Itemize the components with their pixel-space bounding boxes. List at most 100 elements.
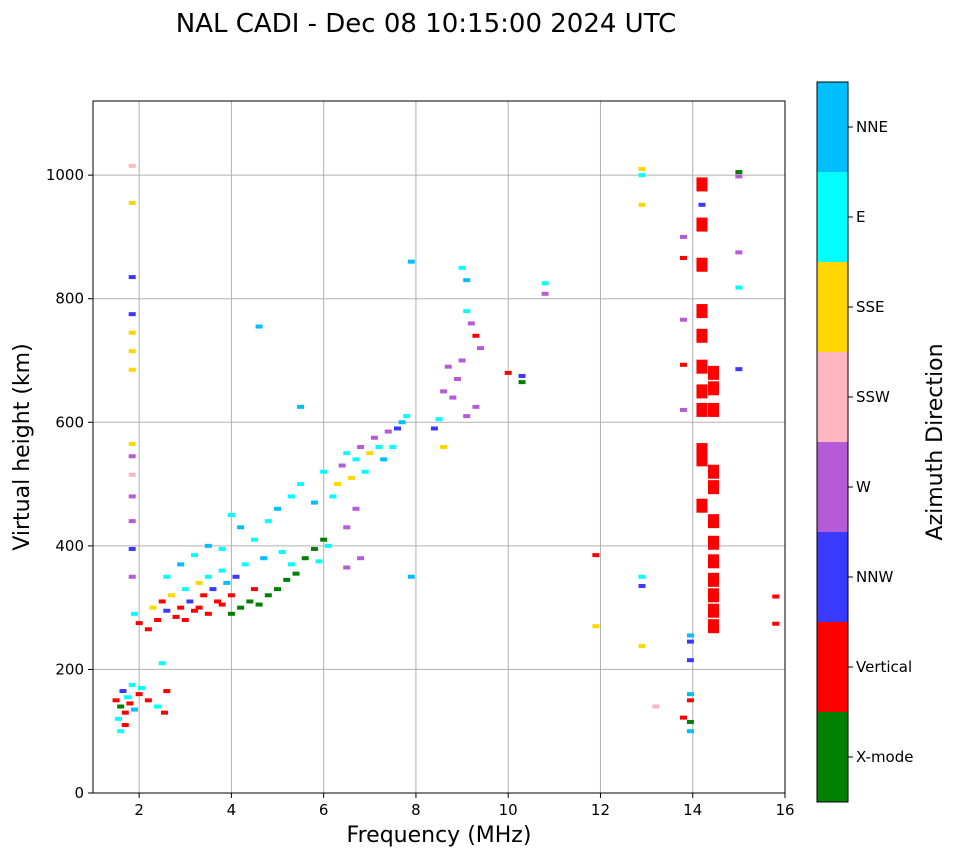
data-point-nne bbox=[407, 259, 415, 264]
data-point-vertical bbox=[154, 618, 162, 622]
data-point-ssw bbox=[128, 163, 136, 168]
data-point-w bbox=[680, 407, 688, 412]
data-point-vertical bbox=[200, 593, 208, 598]
data-point-w bbox=[343, 525, 351, 530]
data-point-sse bbox=[128, 441, 136, 446]
data-point-vertical bbox=[592, 553, 600, 558]
data-point-x-mode bbox=[292, 571, 300, 576]
data-point-nne bbox=[686, 729, 694, 734]
data-point-w bbox=[463, 414, 471, 419]
data-point-vertical bbox=[707, 365, 719, 380]
colorbar-tick-label: E bbox=[856, 208, 865, 226]
data-point-vertical bbox=[707, 381, 719, 396]
data-point-sse bbox=[347, 475, 355, 480]
colorbar-tick-label: SSW bbox=[856, 388, 890, 406]
x-tick-label: 16 bbox=[775, 801, 794, 819]
colorbar-swatch-ssw bbox=[817, 352, 848, 442]
data-point-nnw bbox=[163, 608, 171, 613]
data-point-nne bbox=[463, 278, 471, 283]
data-point-nne bbox=[297, 404, 305, 409]
chart-title: NAL CADI - Dec 08 10:15:00 2024 UTC bbox=[176, 9, 676, 39]
data-point-nnw bbox=[128, 275, 136, 280]
data-point-vertical bbox=[772, 594, 780, 599]
data-point-w bbox=[541, 291, 549, 296]
data-point-e bbox=[315, 559, 323, 564]
data-point-sse bbox=[128, 349, 136, 354]
data-point-e bbox=[250, 537, 258, 542]
data-point-sse bbox=[149, 605, 157, 610]
data-points bbox=[112, 163, 780, 734]
data-point-nne bbox=[310, 500, 318, 505]
data-point-e bbox=[128, 682, 136, 687]
data-point-e bbox=[352, 457, 360, 462]
data-point-x-mode bbox=[320, 537, 328, 542]
data-point-nne bbox=[177, 562, 185, 567]
data-point-e bbox=[190, 553, 198, 558]
data-point-vertical bbox=[135, 692, 143, 697]
data-point-sse bbox=[366, 451, 374, 456]
data-point-e bbox=[117, 729, 125, 734]
data-point-vertical bbox=[177, 605, 185, 610]
data-point-x-mode bbox=[117, 704, 125, 709]
data-point-vertical bbox=[707, 464, 719, 479]
data-point-nne bbox=[131, 707, 139, 712]
data-point-vertical bbox=[144, 698, 152, 703]
data-point-vertical bbox=[696, 257, 708, 272]
data-point-nnw bbox=[686, 658, 694, 663]
data-point-e bbox=[435, 417, 443, 422]
data-point-vertical bbox=[707, 535, 719, 550]
data-point-vertical bbox=[158, 599, 166, 604]
y-axis-label: Virtual height (km) bbox=[10, 343, 35, 550]
data-point-nne bbox=[398, 420, 406, 425]
colorbar: X-mode Vertical NNW W SSW SSE E NNE bbox=[816, 81, 913, 803]
data-point-w bbox=[680, 317, 688, 322]
data-point-e bbox=[137, 685, 145, 690]
colorbar-tick-label: NNE bbox=[856, 118, 888, 136]
data-point-nne bbox=[223, 580, 231, 585]
data-point-x-mode bbox=[227, 611, 235, 616]
x-tick-label: 10 bbox=[499, 801, 518, 819]
data-point-vertical bbox=[218, 602, 226, 607]
data-point-vertical bbox=[696, 328, 708, 343]
data-point-w bbox=[338, 463, 346, 468]
data-point-x-mode bbox=[274, 587, 282, 592]
data-point-sse bbox=[638, 166, 646, 171]
data-point-vertical bbox=[121, 723, 129, 728]
data-point-nnw bbox=[232, 574, 240, 579]
data-point-vertical bbox=[214, 599, 222, 604]
data-point-e bbox=[287, 494, 295, 499]
x-tick-label: 12 bbox=[591, 801, 610, 819]
data-point-sse bbox=[128, 200, 136, 205]
data-point-e bbox=[278, 550, 286, 555]
data-point-nne bbox=[204, 543, 212, 548]
x-tick-label: 2 bbox=[134, 801, 144, 819]
data-point-e bbox=[463, 309, 471, 314]
data-point-vertical bbox=[696, 177, 708, 192]
colorbar-swatch-e bbox=[817, 172, 848, 262]
data-point-x-mode bbox=[518, 380, 526, 385]
data-point-w bbox=[384, 429, 392, 434]
data-point-e bbox=[403, 414, 411, 419]
data-point-nnw bbox=[735, 367, 743, 372]
data-point-sse bbox=[638, 202, 646, 207]
colorbar-label: Azimuth Direction bbox=[923, 343, 948, 540]
data-point-e bbox=[735, 285, 743, 290]
data-point-vertical bbox=[696, 443, 708, 458]
data-point-vertical bbox=[696, 498, 708, 513]
colorbar-frame bbox=[816, 81, 849, 803]
x-axis-label: Frequency (MHz) bbox=[347, 823, 532, 848]
data-point-vertical bbox=[680, 255, 688, 260]
data-point-w bbox=[128, 574, 136, 579]
data-point-x-mode bbox=[310, 546, 318, 551]
colorbar-swatch-sse bbox=[817, 262, 848, 352]
data-point-nnw bbox=[686, 639, 694, 644]
data-point-e bbox=[320, 469, 328, 474]
data-point-e bbox=[218, 568, 226, 573]
data-point-vertical bbox=[696, 359, 708, 374]
data-point-e bbox=[329, 494, 337, 499]
data-point-ssw bbox=[128, 472, 136, 477]
data-point-w bbox=[440, 389, 448, 394]
data-point-x-mode bbox=[735, 170, 743, 175]
data-point-vertical bbox=[696, 452, 708, 467]
